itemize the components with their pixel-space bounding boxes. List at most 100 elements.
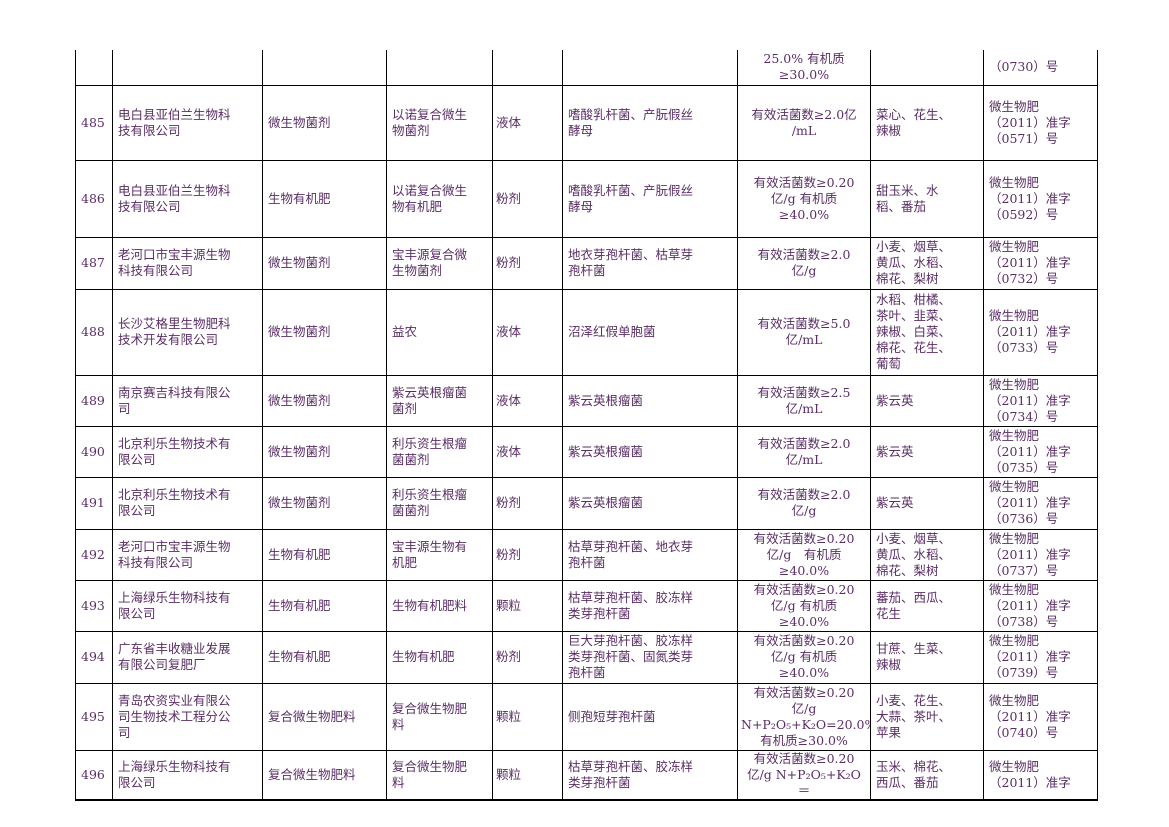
table-cell: 生物有机肥 [262,579,387,632]
table-cell [75,50,113,86]
table-cell: 有效活菌数≥2.0 亿/g [737,476,871,530]
table-cell: 粉剂 [492,528,563,581]
table-cell: 微生物肥 （2011）准字 （0733）号 [983,288,1098,376]
table-row: 486 电白县亚伯兰生物科 技有限公司 生物有机肥 以诺复合微生 物有机肥 粉剂 嗜酸乳杆… [75,159,1098,238]
table-cell: 485 [75,84,113,161]
table-cell: 微生物菌剂 [262,288,387,376]
table-cell: 颗粒 [492,682,563,751]
table-cell: 蕃茄、西瓜、 花生 [870,579,984,632]
table-cell: 487 [75,236,113,290]
table-cell: 有效活菌数≥0.20 亿/g 有机质 ≥40.0% [737,630,871,684]
table-row: 492 老河口市宝丰源生物 科技有限公司 生物有机肥 宝丰源生物有 机肥 粉剂 枯草芽孢杆… [75,528,1098,581]
table-cell: 粉剂 [492,159,563,238]
table-row: 494 广东省丰收糖业发展 有限公司复肥厂 生物有机肥 生物有机肥 粉剂 巨大芽孢杆菌、胶… [75,630,1098,684]
table-cell: 嗜酸乳杆菌、产朊假丝 酵母 [562,84,738,161]
table-cell: （0730）号 [983,50,1098,86]
table-cell [870,50,984,86]
table-cell: 宝丰源复合微 生物菌剂 [386,236,493,290]
table-cell: 生物有机肥 [386,630,493,684]
table-cell: 486 [75,159,113,238]
table-cell: 493 [75,579,113,632]
table-cell: 494 [75,630,113,684]
table-cell: 紫云英 [870,476,984,530]
table-cell: 利乐资生根瘤 菌菌剂 [386,425,493,478]
table-cell: 长沙艾格里生物肥科 技术开发有限公司 [112,288,263,376]
table-row: 488 长沙艾格里生物肥科 技术开发有限公司 微生物菌剂 益农 液体 沼泽红假单胞菌 有效活… [75,288,1098,376]
table-row: 495 青岛农资实业有限公 司生物技术工程分公 司复合微生物肥料 复合微生物肥 料颗… [75,682,1098,751]
table-cell: 广东省丰收糖业发展 有限公司复肥厂 [112,630,263,684]
table-row: 485 电白县亚伯兰生物科 技有限公司 微生物菌剂 以诺复合微生 物菌剂 液体 嗜酸乳杆菌… [75,84,1098,161]
table-cell: 玉米、棉花、 西瓜、番茄 [870,749,984,801]
table-cell: 以诺复合微生 物菌剂 [386,84,493,161]
table-cell: 电白县亚伯兰生物科 技有限公司 [112,159,263,238]
table-cell: 菜心、花生、 辣椒 [870,84,984,161]
table-cell: 利乐资生根瘤 菌菌剂 [386,476,493,530]
table-cell: 有效活菌数≥5.0 亿/mL [737,288,871,376]
table-cell [562,50,738,86]
table-cell: 北京利乐生物技术有 限公司 [112,425,263,478]
table-cell: 紫云英根瘤菌 [562,425,738,478]
table-cell: 有效活菌数≥2.0 亿/g [737,236,871,290]
table-cell: 微生物菌剂 [262,84,387,161]
table-cell: 生物有机肥 [262,528,387,581]
table-cell: 小麦、花生、 大蒜、茶叶、 苹果 [870,682,984,751]
table-cell: 生物有机肥 [262,159,387,238]
table-cell: 微生物肥 （2011）准字 （0735）号 [983,425,1098,478]
table-cell: 微生物肥 （2011）准字 （0734）号 [983,374,1098,427]
table-row: 490 北京利乐生物技术有 限公司 微生物菌剂 利乐资生根瘤 菌菌剂 液体 紫云英根瘤菌有… [75,425,1098,478]
table-cell: 甜玉米、水 稻、番茄 [870,159,984,238]
table-cell: 宝丰源生物有 机肥 [386,528,493,581]
table-cell: 微生物肥 （2011）准字 [983,749,1098,801]
table-cell: 微生物肥 （2011）准字 （0739）号 [983,630,1098,684]
table-row: 487 老河口市宝丰源生物 科技有限公司 微生物菌剂 宝丰源复合微 生物菌剂 粉剂 地衣芽… [75,236,1098,290]
table-cell: 495 [75,682,113,751]
table-cell: 枯草芽孢杆菌、胶冻样 类芽孢杆菌 [562,579,738,632]
table-cell: 有效活菌数≥0.20 亿/g 有机质 ≥40.0% [737,579,871,632]
table-cell: 25.0% 有机质 ≥30.0% [737,50,871,86]
table-cell: 生物有机肥料 [386,579,493,632]
table-cell: 电白县亚伯兰生物科 技有限公司 [112,84,263,161]
table-cell: 粉剂 [492,476,563,530]
table-cell: 小麦、烟草、 黄瓜、水稻、 棉花、梨树 [870,528,984,581]
table-cell: 侧孢短芽孢杆菌 [562,682,738,751]
table-cell: 紫云英 [870,425,984,478]
table-cell: 微生物肥 （2011）准字 （0740）号 [983,682,1098,751]
table-cell: 微生物肥 （2011）准字 （0737）号 [983,528,1098,581]
table-cell: 496 [75,749,113,801]
table-cell: 微生物菌剂 [262,374,387,427]
table-cell: 青岛农资实业有限公 司生物技术工程分公 司 [112,682,263,751]
table-cell: 水稻、柑橘、 茶叶、韭菜、 辣椒、白菜、 棉花、花生、 葡萄 [870,288,984,376]
table-cell: 有效活菌数≥0.20 亿/g 有机质 ≥40.0% [737,159,871,238]
table-cell: 491 [75,476,113,530]
table-cell: 液体 [492,425,563,478]
table-cell: 液体 [492,84,563,161]
table-cell: 微生物肥 （2011）准字 （0592）号 [983,159,1098,238]
table-cell: 北京利乐生物技术有 限公司 [112,476,263,530]
table-row: 489 南京赛吉科技有限公 司微生物菌剂 紫云英根瘤菌 菌剂 液体 紫云英根瘤菌 有效活菌… [75,374,1098,427]
table-cell [492,50,563,86]
table-cell: 复合微生物肥 料 [386,749,493,801]
table-cell: 有效活菌数≥0.20 亿/g N+P₂O₅+K₂O=20.0% 有机质≥30.0… [737,682,871,751]
table-row: 496 上海绿乐生物科技有 限公司 复合微生物肥料 复合微生物肥 料颗粒 枯草芽孢杆菌、… [75,749,1098,801]
table-cell: 紫云英根瘤菌 菌剂 [386,374,493,427]
table-cell: 南京赛吉科技有限公 司 [112,374,263,427]
table-cell: 老河口市宝丰源生物 科技有限公司 [112,528,263,581]
table-cell: 微生物菌剂 [262,476,387,530]
table-cell: 微生物肥 （2011）准字 （0736）号 [983,476,1098,530]
table-cell [262,50,387,86]
table-cell: 有效活菌数≥0.20 亿/g N+P₂O₅+K₂O＝ [737,749,871,801]
table-cell: 颗粒 [492,749,563,801]
table-cell: 有效活菌数≥2.5 亿/mL [737,374,871,427]
table-cell: 枯草芽孢杆菌、地衣芽 孢杆菌 [562,528,738,581]
table-row: 493 上海绿乐生物科技有 限公司 生物有机肥 生物有机肥料 颗粒 枯草芽孢杆菌、胶冻样 … [75,579,1098,632]
table-cell: 巨大芽孢杆菌、胶冻样 类芽孢杆菌、固氮类芽 孢杆菌 [562,630,738,684]
table-cell: 地衣芽孢杆菌、枯草芽 孢杆菌 [562,236,738,290]
table-cell: 甘蔗、生菜、 辣椒 [870,630,984,684]
table-cell: 有效活菌数≥2.0 亿/mL [737,425,871,478]
table-cell: 益农 [386,288,493,376]
table-cell: 488 [75,288,113,376]
table-cell: 微生物肥 （2011）准字 （0571）号 [983,84,1098,161]
table-cell: 枯草芽孢杆菌、胶冻样 类芽孢杆菌 [562,749,738,801]
table-cell: 复合微生物肥料 [262,682,387,751]
